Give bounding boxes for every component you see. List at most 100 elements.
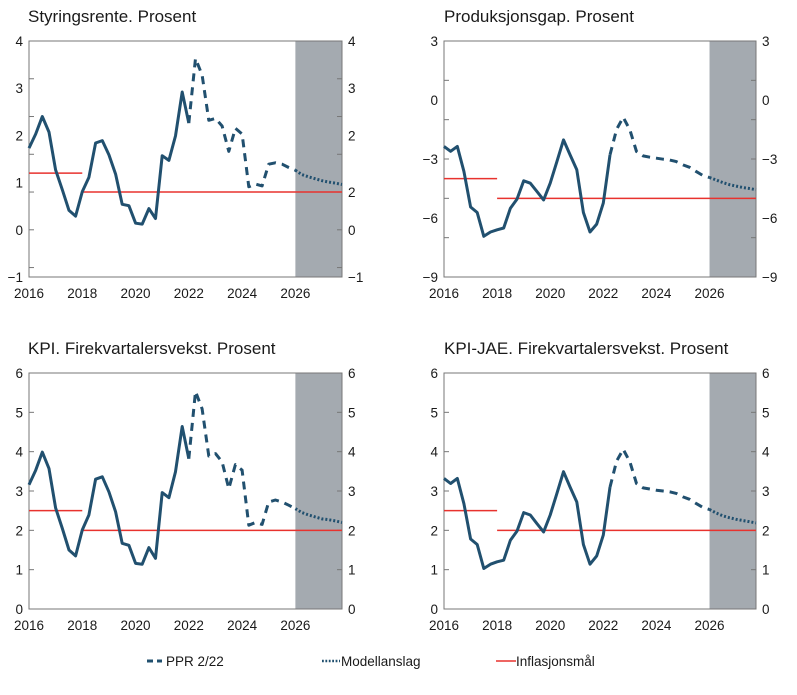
y-tick-label-right: 6: [348, 366, 356, 381]
x-tick-label: 2022: [588, 618, 618, 633]
chart-panel: KPI-JAE. Firekvartalersvekst. Prosent 6 5 4…: [429, 339, 770, 633]
y-tick-label-right: −9: [762, 270, 777, 285]
y-tick-label-right: 0: [348, 223, 356, 238]
x-tick-label: 2020: [121, 286, 151, 301]
projection-shaded-region: [295, 41, 342, 277]
series-dotted: [294, 507, 343, 524]
y-tick-label-left: 5: [15, 405, 23, 420]
series-dotted: [708, 176, 757, 192]
chart-panel: Produksjonsgap. Prosent30−3−6−930−3−6−92…: [423, 7, 778, 301]
x-tick-label: 2022: [588, 286, 618, 301]
y-tick-label-right: 5: [348, 405, 356, 420]
x-tick-label: 2022: [174, 618, 204, 633]
y-tick-label-left: 1: [15, 176, 23, 191]
y-tick-label-left: 3: [430, 34, 438, 49]
x-tick-label: 2018: [482, 286, 512, 301]
plot-frame: [28, 372, 343, 610]
x-tick-label: 2026: [695, 286, 725, 301]
y-tick-label-left: 4: [15, 34, 23, 49]
series-solid: [443, 470, 612, 570]
y-tick-label-right: −3: [762, 152, 777, 167]
x-tick-label: 2026: [695, 618, 725, 633]
y-tick-label-right: 1: [762, 563, 770, 578]
x-tick-label: 2018: [482, 618, 512, 633]
y-tick-label-left: −6: [423, 211, 438, 226]
y-tick-label-right: −6: [762, 211, 777, 226]
x-tick-label: 2026: [280, 286, 310, 301]
x-tick-label: 2024: [227, 618, 258, 633]
y-tick-label-left: 1: [15, 563, 23, 578]
y-tick-label-right: 0: [348, 602, 356, 617]
y-tick-label-left: 3: [15, 484, 23, 499]
series-dashed: [187, 57, 296, 189]
chart-panel: KPI. Firekvartalersvekst. Prosent 6 5 4 3 2 1 0…: [14, 339, 356, 633]
y-tick-label-left: 2: [15, 523, 23, 538]
x-tick-label: 2020: [535, 286, 565, 301]
y-tick-label-right: 2: [348, 523, 356, 538]
y-tick-label-right: 3: [762, 34, 770, 49]
series-solid: [443, 138, 612, 238]
x-tick-label: 2024: [641, 618, 672, 633]
y-tick-label-left: 1: [430, 563, 438, 578]
series-dotted: [294, 169, 343, 186]
y-tick-label-right: 0: [762, 602, 770, 617]
y-tick-label-right: 3: [348, 81, 356, 96]
chart-panel: Styringsrente. Prosent43210−143220−12016…: [8, 7, 364, 301]
chart-title: Styringsrente. Prosent: [28, 7, 196, 26]
y-tick-label-left: 3: [430, 484, 438, 499]
series-dashed: [608, 447, 710, 511]
y-tick-label-right: 4: [348, 445, 356, 460]
y-tick-label-left: 3: [15, 81, 23, 96]
legend: PPR 2/22 Modellanslag Inflasjonsmål: [147, 654, 595, 669]
series-solid: [27, 425, 191, 566]
y-tick-label-left: 0: [15, 223, 23, 238]
projection-shaded-region: [295, 373, 342, 609]
y-tick-label-right: 4: [762, 445, 770, 460]
y-tick-label-left: 6: [430, 366, 438, 381]
plot-frame: [28, 40, 343, 278]
y-tick-label-left: 0: [15, 602, 23, 617]
y-tick-label-left: 0: [430, 602, 438, 617]
y-tick-label-left: 2: [15, 128, 23, 143]
y-tick-label-right: 3: [762, 484, 770, 499]
legend-label-modellanslag: Modellanslag: [341, 654, 421, 669]
y-tick-label-left: 4: [15, 445, 23, 460]
y-tick-label-left: −9: [423, 270, 438, 285]
legend-label-ppr: PPR 2/22: [166, 654, 224, 669]
y-tick-label-left: 2: [430, 523, 438, 538]
x-tick-label: 2016: [14, 286, 44, 301]
chart-title: KPI-JAE. Firekvartalersvekst. Prosent: [444, 339, 729, 358]
y-tick-label-right: 5: [762, 405, 770, 420]
x-tick-label: 2020: [535, 618, 565, 633]
series-solid: [27, 90, 191, 226]
x-tick-label: 2020: [121, 618, 151, 633]
x-tick-label: 2026: [280, 618, 310, 633]
series-dotted: [708, 508, 757, 525]
y-tick-label-right: 2: [348, 128, 356, 143]
x-tick-label: 2024: [227, 286, 258, 301]
series-dashed: [187, 390, 297, 527]
x-tick-label: 2024: [641, 286, 672, 301]
projection-shaded-region: [709, 373, 756, 609]
y-tick-label-left: 4: [430, 445, 438, 460]
plot-frame: [443, 40, 757, 278]
legend-label-inflasjonsmal: Inflasjonsmål: [516, 654, 595, 669]
y-tick-label-right: 2: [762, 523, 770, 538]
y-tick-label-right: 0: [762, 93, 770, 108]
chart-title: KPI. Firekvartalersvekst. Prosent: [28, 339, 276, 358]
plot-frame: [443, 372, 757, 610]
x-tick-label: 2022: [174, 286, 204, 301]
x-tick-label: 2018: [67, 286, 97, 301]
series-dashed: [608, 115, 710, 179]
y-tick-label-right: 1: [348, 563, 356, 578]
y-tick-label-left: 0: [430, 93, 438, 108]
x-tick-label: 2016: [14, 618, 44, 633]
projection-shaded-region: [709, 41, 756, 277]
x-tick-label: 2018: [67, 618, 97, 633]
y-tick-label-right: 6: [762, 366, 770, 381]
y-tick-label-right: 2: [348, 185, 356, 200]
chart-title: Produksjonsgap. Prosent: [444, 7, 634, 26]
x-tick-label: 2016: [429, 286, 459, 301]
y-tick-label-left: 6: [15, 366, 23, 381]
